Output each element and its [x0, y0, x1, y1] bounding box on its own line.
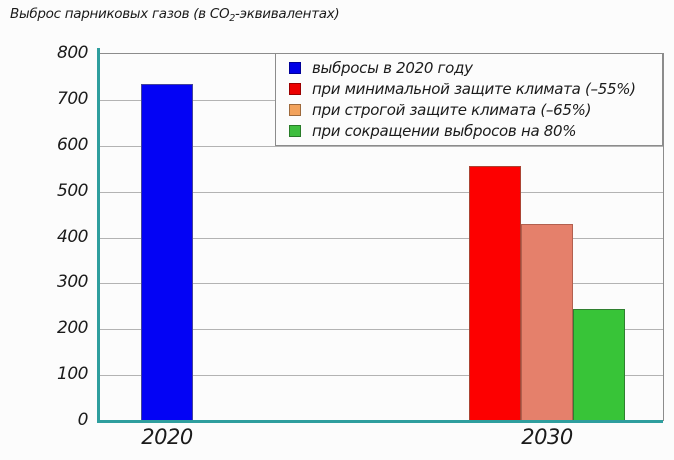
legend-swatch-blue [289, 62, 301, 75]
chart-title: Выброс парниковых газов (в CO2-эквивален… [10, 6, 340, 24]
y-tick-label-300: 300 [57, 272, 88, 293]
gridline-400 [100, 237, 663, 239]
y-tick-label-100: 100 [57, 364, 88, 385]
gridline-600 [100, 145, 663, 147]
legend-label: при строгой защите климата (–65%) [312, 100, 592, 119]
legend-item: выбросы в 2020 году [289, 59, 658, 77]
x-tick-label-2030: 2030 [521, 425, 573, 449]
x-tick-label-2020: 2020 [141, 425, 193, 449]
gridline-300 [100, 283, 663, 285]
legend-item: при строгой защите климата (–65%) [289, 101, 658, 119]
y-tick-label-600: 600 [57, 134, 88, 155]
bar-2030-2 [573, 308, 625, 421]
gridline-500 [100, 191, 663, 193]
legend-label: выбросы в 2020 году [312, 59, 473, 78]
gridline-100 [100, 375, 663, 377]
bar-2020-0 [141, 83, 193, 421]
chart-title-suffix: -эквивалентах) [235, 6, 340, 22]
chart-title-text: Выброс парниковых газов (в CO [10, 6, 230, 22]
y-tick-label-500: 500 [57, 180, 88, 201]
y-tick-label-0: 0 [77, 410, 89, 430]
gridline-200 [100, 329, 663, 331]
legend-swatch-green [289, 124, 301, 137]
legend-item: при минимальной защите климата (–55%) [289, 80, 658, 98]
legend-item: при сокращении выбросов на 80% [289, 122, 658, 140]
y-tick-label-800: 800 [57, 43, 88, 63]
legend: выбросы в 2020 году при минимальной защи… [275, 53, 663, 146]
chart-title-subscript: 2 [229, 13, 236, 24]
plot-area [100, 53, 664, 421]
y-tick-label-200: 200 [57, 318, 88, 339]
bar-2030-0 [469, 166, 521, 421]
legend-label: при минимальной защите климата (–55%) [312, 80, 636, 99]
y-tick-label-400: 400 [57, 226, 88, 247]
legend-label: при сокращении выбросов на 80% [312, 121, 577, 140]
legend-swatch-orange [289, 103, 301, 116]
bar-2030-1 [521, 223, 573, 421]
y-tick-label-700: 700 [57, 88, 88, 109]
legend-swatch-red [289, 83, 301, 96]
y-axis-line [97, 48, 100, 423]
x-axis-line [97, 420, 663, 423]
